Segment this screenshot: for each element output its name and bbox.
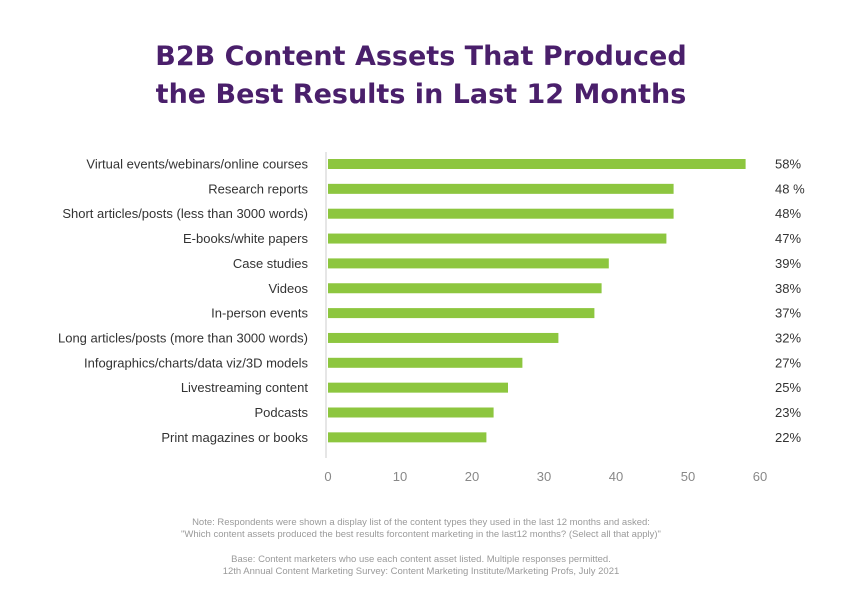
x-tick-label: 40 (609, 469, 623, 484)
value-label: 27% (775, 355, 801, 370)
category-label: Virtual events/webinars/online courses (86, 157, 308, 172)
value-label: 38% (775, 281, 801, 296)
value-label: 39% (775, 256, 801, 271)
value-label: 37% (775, 306, 801, 321)
category-label: Short articles/posts (less than 3000 wor… (62, 206, 308, 221)
x-tick-label: 0 (324, 469, 331, 484)
category-label: Infographics/charts/data viz/3D models (84, 355, 308, 370)
value-label: 47% (775, 231, 801, 246)
category-label: Podcasts (255, 405, 309, 420)
bar (328, 308, 595, 319)
note-line-2: "Which content assets produced the best … (181, 529, 661, 540)
base-line-1: Base: Content marketers who use each con… (231, 554, 611, 565)
category-label: In-person events (211, 306, 308, 321)
note-line-1: Note: Respondents were shown a display l… (192, 517, 650, 528)
bar (328, 407, 494, 418)
x-tick-label: 60 (753, 469, 767, 484)
category-label: Videos (268, 281, 308, 296)
value-label: 58% (775, 157, 801, 172)
bar (328, 382, 508, 393)
value-label: 22% (775, 430, 801, 445)
bar (328, 432, 487, 443)
bar (328, 159, 746, 169)
base-line-2: 12th Annual Content Marketing Survey: Co… (222, 566, 620, 577)
category-label: Print magazines or books (161, 430, 308, 445)
bar (328, 332, 559, 343)
bar (328, 357, 523, 368)
value-label: 48% (775, 206, 801, 221)
bar (328, 233, 667, 244)
value-label: 48 % (775, 181, 805, 196)
x-tick-label: 20 (465, 469, 479, 484)
x-tick-label: 30 (537, 469, 551, 484)
value-label: 25% (775, 380, 801, 395)
category-label: Research reports (208, 181, 308, 196)
bar (328, 208, 674, 219)
value-label: 32% (775, 330, 801, 345)
footnote-base: Base: Content marketers who use each con… (0, 554, 842, 578)
bar (328, 183, 674, 194)
bar (328, 258, 609, 269)
chart-title: B2B Content Assets That Produced the Bes… (0, 38, 842, 114)
category-label: Long articles/posts (more than 3000 word… (58, 330, 308, 345)
category-label: Livestreaming content (181, 380, 309, 395)
category-label: Case studies (233, 256, 309, 271)
title-line-1: B2B Content Assets That Produced (155, 41, 687, 72)
x-tick-label: 50 (681, 469, 695, 484)
value-label: 23% (775, 405, 801, 420)
category-label: E-books/white papers (183, 231, 309, 246)
x-tick-label: 10 (393, 469, 407, 484)
title-line-2: the Best Results in Last 12 Months (155, 79, 687, 110)
bar (328, 283, 602, 294)
footnote-note: Note: Respondents were shown a display l… (0, 517, 842, 541)
